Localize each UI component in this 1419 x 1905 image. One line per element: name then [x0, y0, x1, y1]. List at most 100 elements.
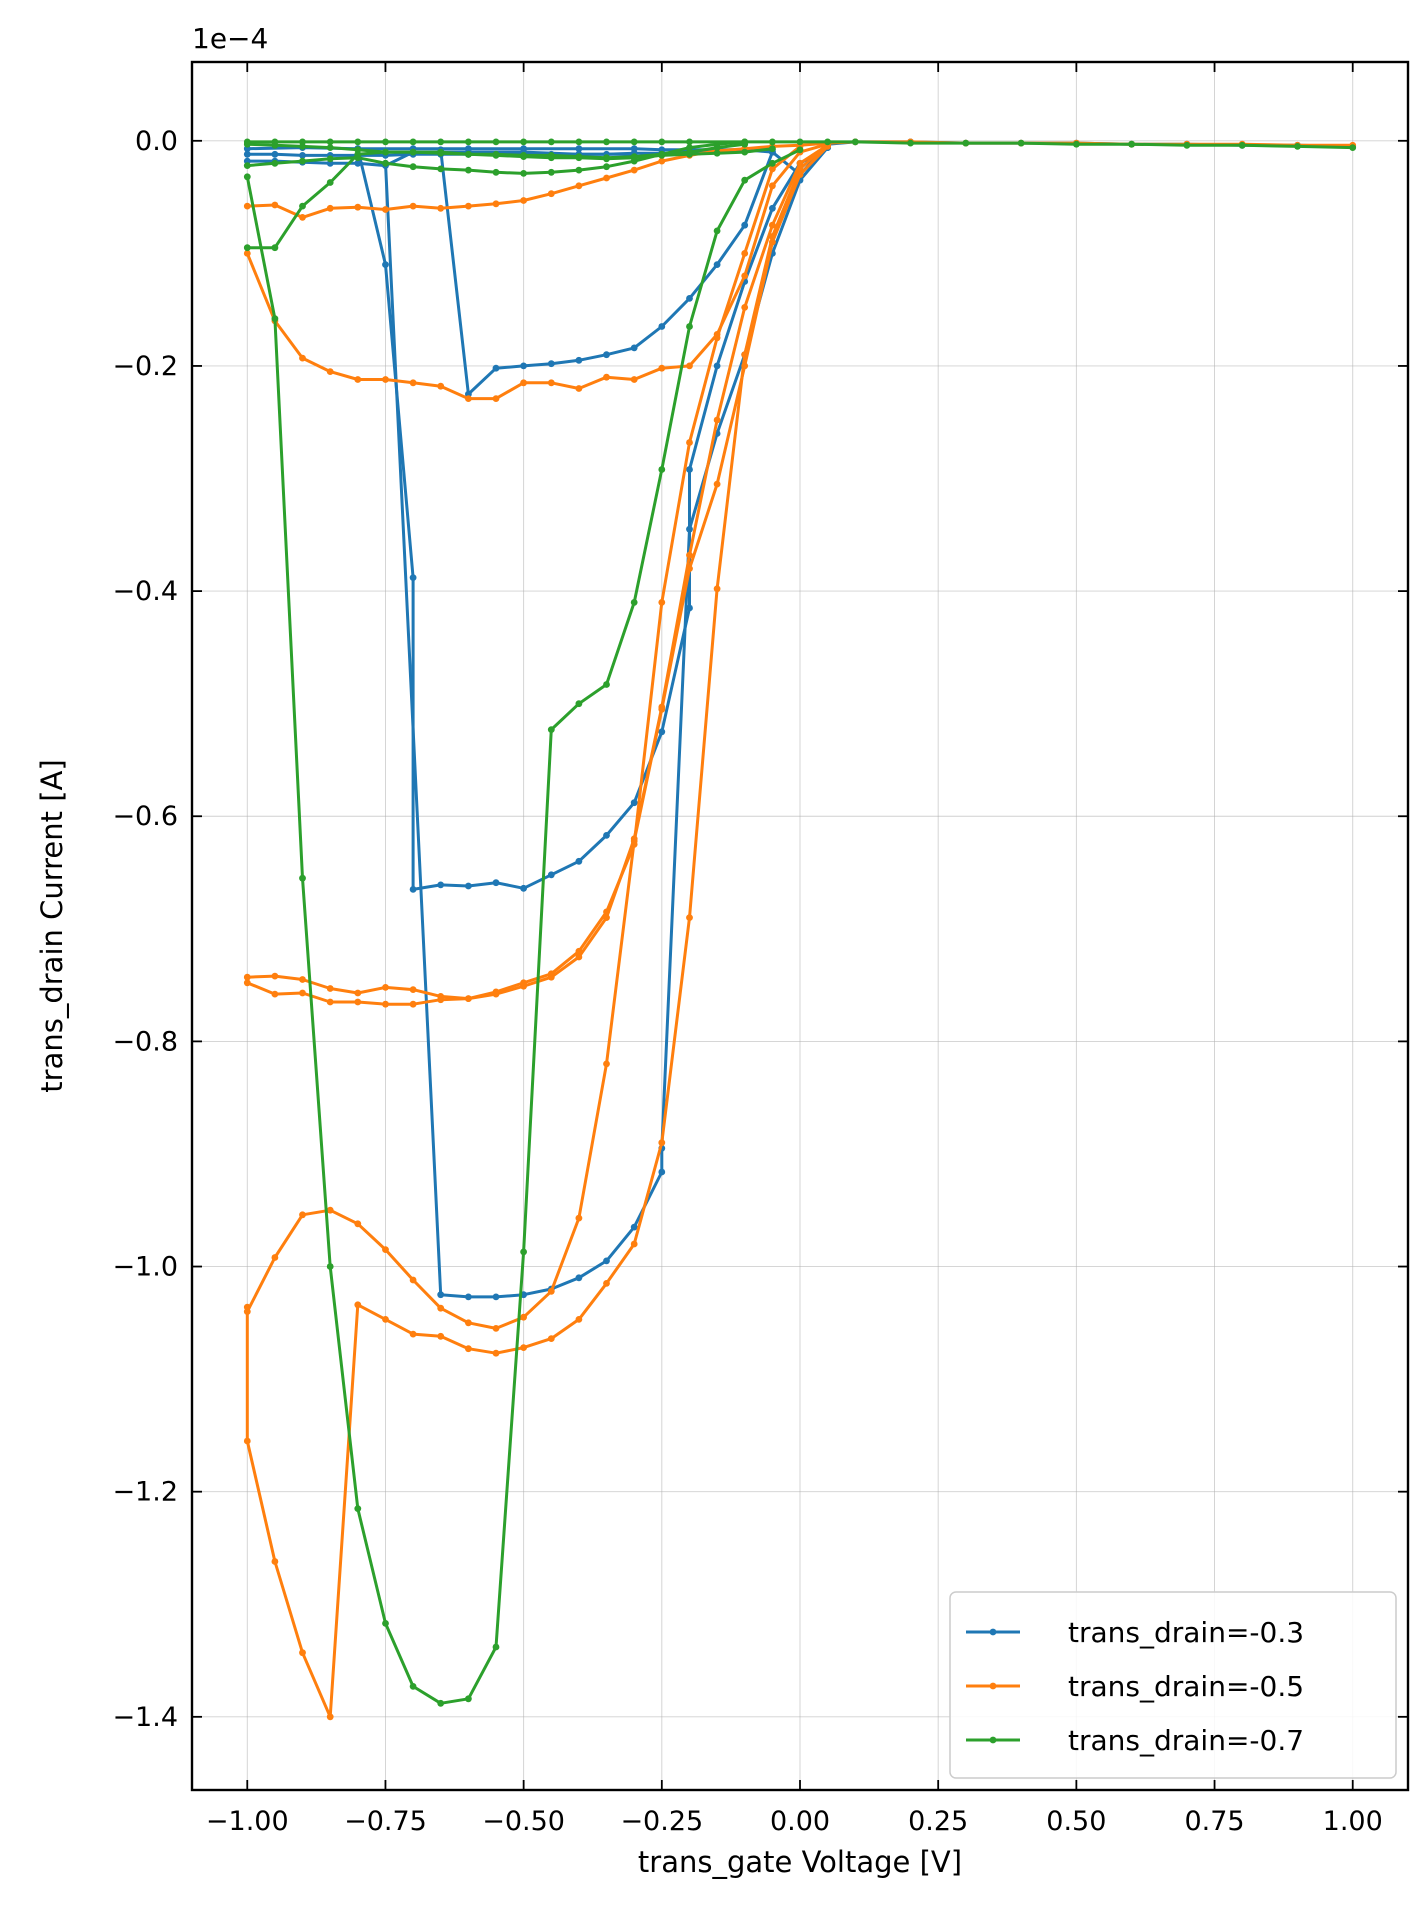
series-3 [243, 138, 1357, 1707]
data-point [354, 150, 362, 158]
legend-marker [989, 1736, 997, 1744]
data-point [769, 221, 776, 229]
data-point [713, 261, 721, 268]
data-point [354, 1301, 362, 1309]
series-line [245, 145, 829, 1330]
data-point [796, 159, 804, 167]
data-point [354, 998, 362, 1006]
data-point [547, 190, 555, 198]
data-point [713, 227, 721, 235]
data-point [492, 138, 500, 146]
data-point [575, 356, 583, 364]
data-point [354, 1220, 362, 1228]
data-point [243, 244, 251, 252]
data-point [741, 176, 749, 184]
data-point [741, 362, 749, 370]
y-tick-label: −0.6 [112, 801, 178, 832]
data-point [769, 159, 776, 167]
data-point [409, 1330, 417, 1338]
x-tick-label: −1.00 [206, 1806, 289, 1837]
data-point [382, 1246, 389, 1253]
data-point [769, 165, 776, 173]
data-point [382, 138, 389, 146]
data-point [437, 1304, 445, 1312]
data-point [271, 244, 279, 252]
data-point [299, 354, 306, 362]
data-point [409, 1683, 417, 1690]
data-point [354, 138, 362, 146]
legend-label: trans_drain=-0.5 [1068, 1670, 1304, 1703]
data-point [686, 466, 693, 473]
data-point [299, 157, 306, 165]
x-tick-label: 0.25 [908, 1806, 968, 1837]
data-point [575, 857, 583, 865]
data-point [243, 150, 251, 158]
data-point [962, 139, 970, 147]
data-point [437, 1332, 445, 1340]
data-point [547, 379, 555, 387]
data-point [547, 138, 555, 146]
data-point [603, 681, 610, 688]
legend: trans_drain=-0.3 trans_drain=-0.5 trans_dr… [949, 1591, 1397, 1779]
y-offset-text: 1e−4 [192, 22, 268, 55]
data-point [630, 153, 638, 161]
data-point [465, 1695, 472, 1703]
data-point [326, 1206, 334, 1214]
data-point [465, 166, 472, 174]
data-point [465, 1293, 472, 1301]
data-point [575, 385, 583, 392]
data-point [465, 1319, 472, 1327]
data-point [520, 979, 527, 987]
data-point [547, 1287, 555, 1295]
data-point [243, 202, 251, 210]
data-point [382, 261, 389, 268]
data-point [492, 1349, 500, 1357]
data-point [409, 986, 417, 993]
data-point [713, 480, 721, 488]
data-point [686, 439, 693, 446]
data-point [713, 416, 721, 424]
ticks: −1.00 −0.75 −0.50 −0.25 0.00 0.25 0.50 0.75 1.00… [112, 62, 1408, 1837]
data-point [575, 1316, 583, 1323]
data-point [630, 344, 638, 352]
data-point [326, 144, 334, 152]
data-point [299, 976, 306, 983]
y-tick-label: −1.2 [112, 1477, 178, 1508]
data-point [603, 163, 610, 171]
data-point [713, 149, 721, 157]
data-point [713, 144, 721, 152]
data-point [382, 206, 389, 213]
data-point [603, 908, 610, 916]
data-point [686, 148, 693, 156]
data-point [658, 466, 666, 473]
data-point [326, 1713, 334, 1721]
data-point [658, 1139, 666, 1147]
data-point [686, 565, 693, 572]
data-point [271, 159, 279, 167]
data-point [741, 304, 749, 311]
data-point [686, 551, 693, 559]
x-tick-label: 0.50 [1046, 1806, 1106, 1837]
y-tick-label: −0.4 [112, 576, 178, 607]
data-point [769, 182, 776, 190]
data-point [437, 996, 445, 1004]
data-point [1073, 140, 1080, 148]
x-tick-label: 1.00 [1323, 1806, 1383, 1837]
data-point [575, 1214, 583, 1222]
y-tick-label: −1.4 [112, 1702, 178, 1733]
data-point [547, 1335, 555, 1342]
y-tick-label: −0.8 [112, 1026, 178, 1057]
data-point [1017, 139, 1025, 147]
data-point [603, 1257, 610, 1265]
data-point [437, 204, 445, 212]
data-point [547, 152, 555, 159]
data-point [354, 203, 362, 211]
data-point [243, 973, 251, 981]
legend-label: trans_drain=-0.3 [1068, 1616, 1304, 1649]
data-point [465, 138, 472, 146]
data-point [299, 143, 306, 150]
data-point [575, 166, 583, 174]
data-point [492, 150, 500, 158]
data-point [630, 138, 638, 146]
data-point [603, 373, 610, 381]
